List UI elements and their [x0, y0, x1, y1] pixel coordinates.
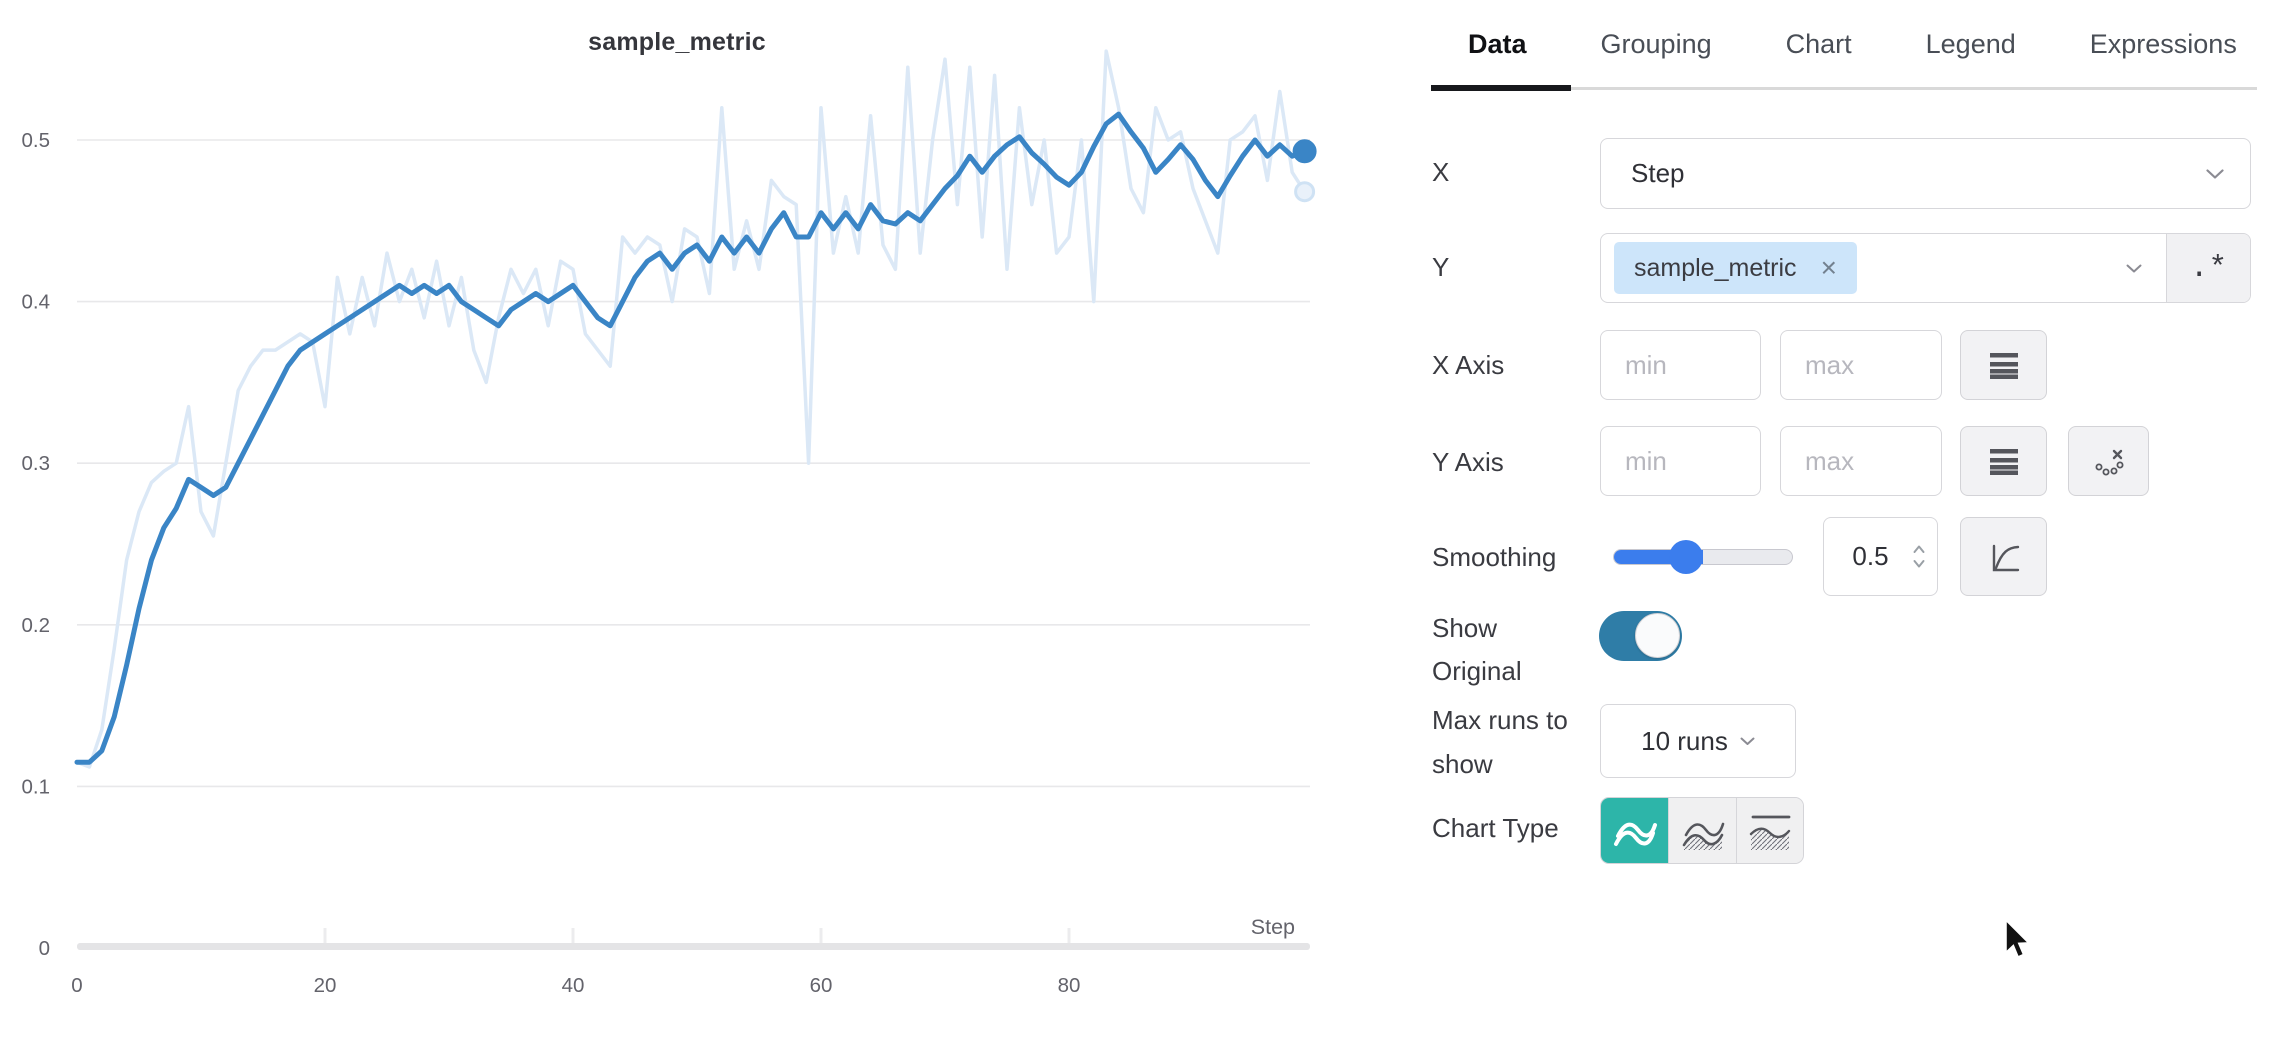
toggle-thumb	[1635, 613, 1680, 658]
area-plot-icon	[1682, 822, 1724, 850]
minmax-plot-icon	[1749, 815, 1791, 850]
svg-text:60: 60	[810, 974, 833, 997]
y-field-label: Y	[1432, 252, 1450, 282]
remove-metric-icon[interactable]: ×	[1820, 252, 1837, 283]
x-field-label: X	[1432, 157, 1450, 187]
y-axis-max-input[interactable]	[1780, 426, 1942, 496]
tab-expressions[interactable]: Expressions	[2089, 28, 2237, 59]
y-axis-label: Y Axis	[1432, 447, 1504, 477]
svg-text:0.2: 0.2	[22, 614, 51, 637]
smoothing-slider-track[interactable]	[1613, 549, 1793, 565]
x-axis-max-input[interactable]	[1780, 330, 1942, 400]
smoothing-slider-thumb[interactable]	[1669, 540, 1703, 574]
regex-filter-button[interactable]: .*	[2166, 234, 2250, 302]
show-original-label: Show Original	[1432, 613, 1522, 686]
smoothing-value-input[interactable]	[1823, 517, 1938, 596]
svg-text:0: 0	[39, 937, 50, 960]
tab-data[interactable]: Data	[1468, 28, 1527, 59]
y-metric-combobox[interactable]: sample_metric × .*	[1600, 233, 2251, 303]
chart-panel: sample_metric 0 0.1 0.2 0.3 0.4 0.5 0 20 40 60 80 S…	[22, 28, 1317, 997]
max-runs-select[interactable]: 10 runs	[1600, 704, 1796, 778]
smoothing-label: Smoothing	[1432, 542, 1557, 572]
tab-underline	[1431, 87, 2257, 90]
y-axis-log-scale-button[interactable]	[1960, 426, 2047, 496]
log-scale-icon	[1989, 449, 2018, 475]
y-metric-tag-label: sample_metric	[1634, 253, 1797, 282]
x-axis-label: X Axis	[1432, 350, 1505, 380]
chevron-down-icon	[1740, 737, 1755, 745]
tab-legend[interactable]: Legend	[1925, 28, 2016, 59]
svg-text:0.3: 0.3	[22, 452, 51, 475]
svg-text:40: 40	[562, 974, 585, 997]
svg-text:0: 0	[71, 974, 82, 997]
tab-bar: Data Grouping Chart Legend Expressions	[1431, 0, 2261, 88]
x-value-text: Step	[1631, 158, 1685, 188]
smoothing-value-wrap	[1823, 517, 1938, 596]
tab-grouping[interactable]: Grouping	[1600, 28, 1712, 59]
svg-text:0.1: 0.1	[22, 775, 51, 798]
line-plot-icon	[1613, 822, 1657, 846]
mouse-cursor	[2005, 920, 2031, 959]
chevron-down-icon	[2126, 264, 2142, 272]
svg-text:20: 20	[314, 974, 337, 997]
chart-type-area-button[interactable]	[1668, 798, 1736, 863]
ignore-outliers-icon	[2095, 449, 2123, 476]
chart-type-button-group	[1600, 797, 1804, 864]
chart-type-minmax-button[interactable]	[1735, 798, 1803, 863]
log-scale-icon	[1989, 353, 2018, 379]
svg-text:0.5: 0.5	[22, 129, 51, 152]
chart-type-line-button[interactable]	[1601, 798, 1669, 863]
ignore-outliers-button[interactable]	[2068, 426, 2149, 496]
svg-text:Step: Step	[1251, 915, 1295, 939]
svg-text:80: 80	[1058, 974, 1081, 997]
y-combobox-main[interactable]: sample_metric ×	[1601, 234, 2166, 302]
x-axis-log-scale-button[interactable]	[1960, 330, 2047, 400]
line-chart: 0 0.1 0.2 0.3 0.4 0.5 0 20 40 60 80 Step	[22, 49, 1317, 997]
chart-type-label: Chart Type	[1432, 813, 1559, 843]
svg-text:0.4: 0.4	[22, 291, 51, 314]
y-metric-tag[interactable]: sample_metric ×	[1614, 242, 1857, 294]
max-runs-label: Max runs to show	[1432, 705, 1568, 779]
show-original-toggle[interactable]	[1599, 611, 1682, 661]
x-value-select[interactable]: Step	[1600, 138, 2251, 209]
chart-title: sample_metric	[588, 28, 766, 56]
tab-chart[interactable]: Chart	[1785, 28, 1852, 59]
smoothing-algorithm-button[interactable]	[1960, 517, 2047, 596]
y-axis-min-input[interactable]	[1600, 426, 1761, 496]
active-tab-underline	[1431, 85, 1571, 91]
smoothing-curve-icon	[1992, 544, 2019, 571]
max-runs-value: 10 runs	[1641, 725, 1728, 756]
chart-edit-panel: Data Grouping Chart Legend Expressions X…	[1420, 0, 2272, 1040]
chevron-down-icon	[2206, 168, 2224, 179]
stepper-arrows-icon[interactable]	[1912, 543, 1926, 570]
x-axis-min-input[interactable]	[1600, 330, 1761, 400]
